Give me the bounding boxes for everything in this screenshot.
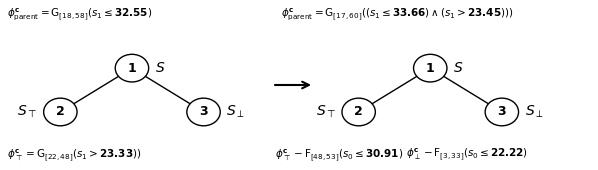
Text: $S$: $S$: [453, 61, 463, 75]
Text: $\phi^{\mathbf{c}}_{\top} - \mathrm{F}_{[48,53]}(s_0 \leq \mathbf{30.91})$: $\phi^{\mathbf{c}}_{\top} - \mathrm{F}_{…: [275, 147, 404, 163]
Text: $S_{\top}$: $S_{\top}$: [17, 104, 38, 120]
Text: 3: 3: [498, 105, 506, 118]
Ellipse shape: [44, 98, 77, 126]
Text: $S_{\perp}$: $S_{\perp}$: [524, 104, 544, 120]
Text: 1: 1: [127, 62, 136, 75]
Text: $\phi^{\mathbf{c}}_{\mathrm{parent}} = \mathrm{G}_{[17,60]}((s_1 \leq \mathbf{33: $\phi^{\mathbf{c}}_{\mathrm{parent}} = \…: [281, 6, 514, 22]
Text: $S_{\top}$: $S_{\top}$: [316, 104, 336, 120]
Ellipse shape: [414, 54, 447, 82]
Text: $S_{\perp}$: $S_{\perp}$: [226, 104, 245, 120]
Ellipse shape: [342, 98, 376, 126]
Text: 2: 2: [56, 105, 65, 118]
Text: $\phi^{\mathbf{c}}_{\perp} - \mathrm{F}_{[3,33]}(s_0 \leq \mathbf{22.22})$: $\phi^{\mathbf{c}}_{\perp} - \mathrm{F}_…: [407, 146, 528, 163]
Ellipse shape: [485, 98, 518, 126]
Text: 1: 1: [426, 62, 435, 75]
Ellipse shape: [115, 54, 149, 82]
Text: $S$: $S$: [155, 61, 165, 75]
Text: 3: 3: [199, 105, 208, 118]
Text: $\phi^{\mathbf{c}}_{\top} = \mathrm{G}_{[22,48]}(s_1 > \mathbf{23.33}))$: $\phi^{\mathbf{c}}_{\top} = \mathrm{G}_{…: [7, 147, 141, 163]
Text: 2: 2: [354, 105, 363, 118]
Text: $\phi^{\mathbf{c}}_{\mathrm{parent}} = \mathrm{G}_{[18,58]}(s_1 \leq \mathbf{32.: $\phi^{\mathbf{c}}_{\mathrm{parent}} = \…: [7, 6, 152, 22]
Ellipse shape: [187, 98, 220, 126]
